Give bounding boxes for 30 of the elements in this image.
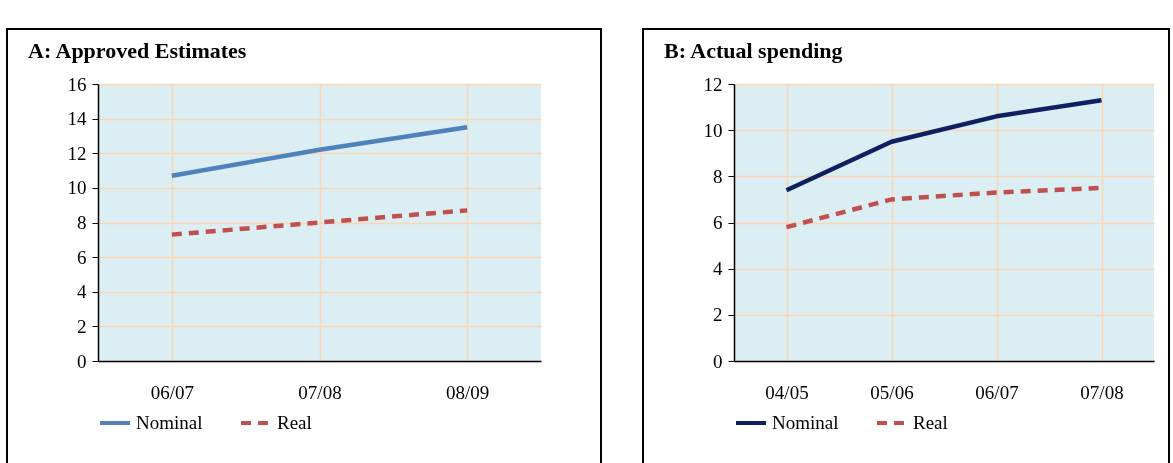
chart-title: B: Actual spending <box>664 38 843 63</box>
y-tick-label: 12 <box>703 73 723 95</box>
y-tick-label: 8 <box>77 212 87 233</box>
x-tick-label: 08/09 <box>446 381 490 403</box>
y-tick-label: 6 <box>77 246 87 268</box>
x-tick-label: 07/08 <box>1080 381 1124 403</box>
y-tick-label: 2 <box>713 304 723 326</box>
x-tick-label: 04/05 <box>765 381 809 403</box>
y-tick-label: 16 <box>67 73 87 95</box>
x-tick-label: 05/06 <box>870 381 914 403</box>
legend-label: Real <box>913 412 948 433</box>
y-tick-label: 10 <box>703 119 723 141</box>
line-series <box>784 97 1104 193</box>
y-tick-label: 4 <box>77 281 87 303</box>
y-tick-label: 14 <box>67 108 87 130</box>
y-tick-label: 8 <box>713 165 723 187</box>
y-tick-label: 2 <box>77 315 87 337</box>
legend-label: Nominal <box>772 412 839 433</box>
y-tick-label: 6 <box>713 212 723 233</box>
y-tick-label: 10 <box>67 177 87 199</box>
x-tick-label: 06/07 <box>150 381 194 403</box>
x-tick-label: 06/07 <box>975 381 1019 403</box>
y-tick-label: 12 <box>67 142 87 164</box>
legend-label: Real <box>277 412 312 433</box>
y-tick-label: 4 <box>713 258 723 280</box>
x-tick-label: 07/08 <box>298 381 342 403</box>
chart-title: A: Approved Estimates <box>28 38 247 63</box>
y-tick-label: 0 <box>77 350 87 372</box>
legend-label: Nominal <box>136 412 203 433</box>
y-tick-label: 0 <box>713 350 723 372</box>
